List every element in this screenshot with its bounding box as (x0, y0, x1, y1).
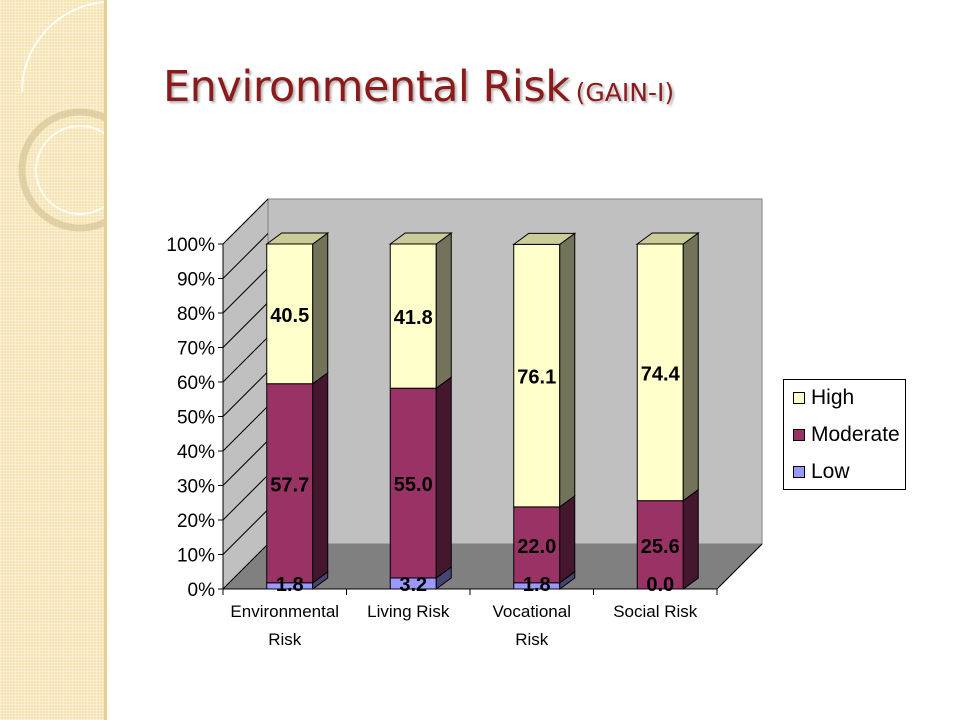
y-tick-diagonal (222, 543, 269, 590)
decorative-side-band (0, 0, 107, 720)
legend-item-high: High (793, 386, 854, 410)
bar-side-moderate (559, 494, 576, 584)
x-category-label: Vocational (493, 602, 571, 621)
x-category-label: Risk (268, 630, 302, 649)
y-tick-label: 80% (177, 304, 215, 325)
data-label-high: 40.5 (270, 305, 309, 327)
y-tick-label: 10% (177, 546, 215, 567)
x-category-label: Social Risk (613, 602, 698, 621)
bar-side-high (435, 232, 452, 390)
slide-title-suffix: (GAIN-I) (575, 78, 675, 107)
data-label-low: 0.0 (646, 574, 674, 596)
data-label-low: 1.8 (523, 574, 551, 596)
decorative-rings (18, 1, 104, 232)
y-tick-label: 20% (177, 511, 215, 532)
y-tick-diagonal (222, 509, 269, 555)
y-tick-diagonal (222, 474, 269, 521)
x-category-label: Environmental (230, 602, 339, 621)
bar-top-face (512, 232, 577, 245)
bar-segment-moderate (513, 506, 561, 584)
y-tick-diagonal (222, 302, 269, 348)
legend-label: Low (811, 460, 850, 483)
legend-label: Moderate (811, 423, 900, 446)
bar-segment-moderate (389, 387, 437, 579)
data-label-high: 41.8 (394, 307, 433, 329)
y-tick-label: 60% (177, 373, 215, 394)
y-tick-diagonal (222, 440, 269, 486)
bar-side-moderate (435, 376, 452, 579)
bar-side-high (682, 232, 699, 502)
data-label-high: 76.1 (517, 367, 556, 389)
y-tick-diagonal (222, 405, 269, 452)
data-label-high: 74.4 (641, 363, 681, 385)
x-category-label: Risk (515, 630, 549, 649)
legend-item-low: Low (793, 460, 850, 484)
data-label-moderate: 25.6 (641, 536, 680, 558)
y-tick-label: 40% (177, 442, 215, 463)
y-tick-diagonal (222, 336, 269, 383)
data-label-low: 1.8 (276, 574, 304, 596)
x-axis-edge (716, 543, 763, 590)
data-label-low: 3.2 (399, 574, 427, 596)
legend-swatch (793, 429, 805, 441)
y-tick-diagonal (222, 198, 269, 245)
bar-side-moderate (312, 371, 329, 584)
y-tick-diagonal (222, 371, 269, 417)
bar-top-face (388, 232, 453, 245)
legend-label: High (811, 386, 855, 409)
y-tick-label: 30% (177, 477, 215, 498)
data-label-moderate: 55.0 (394, 474, 433, 496)
data-label-moderate: 57.7 (270, 474, 309, 496)
bar-top-face (265, 232, 330, 245)
bar-segment-high (636, 243, 684, 502)
bar-side-high (312, 232, 329, 385)
data-label-moderate: 22.0 (517, 536, 556, 558)
y-tick-diagonal (222, 233, 269, 279)
y-tick-label: 90% (177, 270, 215, 291)
bar-top-face (635, 232, 700, 245)
y-tick-label: 100% (166, 235, 215, 256)
slide-title: Environmental Risk (GAIN-I) (163, 62, 674, 112)
y-tick-label: 70% (177, 339, 215, 360)
bar-side-moderate (682, 488, 699, 590)
x-category-label: Living Risk (367, 602, 450, 621)
bar-segment-high (389, 243, 437, 389)
bar-side-high (559, 232, 576, 508)
legend-swatch (793, 466, 805, 478)
legend-item-moderate: Moderate (793, 423, 900, 447)
bar-segment-moderate (266, 383, 314, 584)
slide-title-main: Environmental Risk (163, 62, 570, 112)
chart-legend: High Moderate Low (783, 379, 906, 490)
legend-swatch (793, 392, 805, 404)
y-tick-label: 0% (188, 580, 216, 601)
y-tick-diagonal (222, 267, 269, 314)
y-tick-label: 50% (177, 408, 215, 429)
